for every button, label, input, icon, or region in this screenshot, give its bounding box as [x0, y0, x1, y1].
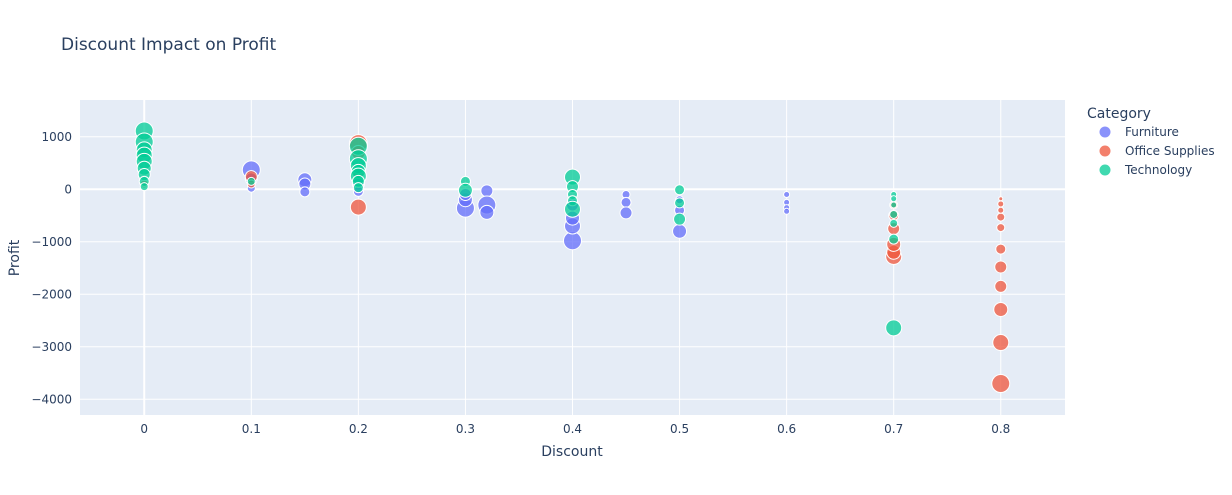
x-axis-title: Discount	[541, 444, 603, 460]
data-point	[619, 206, 633, 220]
data-point	[992, 334, 1010, 352]
data-point	[349, 198, 367, 216]
legend-marker	[1098, 144, 1112, 158]
x-tick-label: 0.4	[563, 422, 582, 436]
y-tick-labels: 1000 0 −1000 −2000 −3000 −4000	[31, 130, 72, 407]
y-tick-label: 0	[64, 182, 72, 196]
data-point	[997, 200, 1005, 208]
data-point	[997, 206, 1005, 214]
x-tick-label: 0.2	[349, 422, 368, 436]
data-point	[889, 209, 899, 219]
y-tick-label: 1000	[41, 130, 72, 144]
data-point	[352, 182, 364, 194]
legend-item-label: Office Supplies	[1125, 144, 1215, 158]
x-tick-label: 0.7	[884, 422, 903, 436]
y-tick-label: −3000	[31, 340, 72, 354]
data-point	[457, 182, 473, 198]
legend: Category Furniture Office Supplies Technol…	[1087, 106, 1215, 177]
data-point	[885, 319, 903, 337]
data-point	[991, 374, 1011, 393]
data-points	[134, 121, 1011, 393]
data-point	[299, 186, 311, 198]
x-tick-label: 0.6	[777, 422, 796, 436]
legend-title: Category	[1087, 106, 1151, 122]
data-point	[996, 212, 1006, 222]
x-tick-labels: 0 0.1 0.2 0.3 0.4 0.5 0.6 0.7 0.8	[140, 422, 1010, 436]
y-tick-label: −1000	[31, 235, 72, 249]
x-tick-label: 0.8	[991, 422, 1010, 436]
data-point	[889, 218, 899, 228]
x-tick-label: 0.3	[456, 422, 475, 436]
data-point	[246, 176, 256, 186]
data-point	[673, 212, 687, 226]
x-tick-label: 0	[140, 422, 148, 436]
legend-marker	[1098, 125, 1112, 139]
legend-item-label: Furniture	[1125, 125, 1179, 139]
data-point	[998, 196, 1004, 202]
series-technology	[134, 121, 903, 337]
data-point	[139, 182, 149, 192]
data-point	[783, 191, 791, 198]
x-tick-label: 0.5	[670, 422, 689, 436]
data-point	[564, 200, 581, 218]
data-point	[888, 233, 900, 245]
x-tick-label: 0.1	[242, 422, 261, 436]
data-point	[620, 196, 632, 208]
data-point	[672, 223, 688, 239]
y-tick-label: −2000	[31, 287, 72, 301]
data-point	[996, 223, 1006, 233]
y-tick-label: −4000	[31, 392, 72, 406]
chart-title: Discount Impact on Profit	[61, 35, 276, 55]
legend-item-label: Technology	[1124, 163, 1192, 177]
data-point	[994, 260, 1008, 274]
data-point	[480, 184, 494, 198]
data-point	[994, 279, 1008, 293]
data-point	[674, 184, 686, 196]
data-point	[674, 197, 686, 209]
data-point	[993, 301, 1009, 317]
data-point	[995, 243, 1007, 255]
data-point	[479, 204, 495, 220]
y-axis-title: Profit	[7, 239, 23, 276]
legend-marker	[1098, 163, 1112, 177]
data-point	[890, 201, 898, 209]
data-point	[783, 207, 791, 215]
data-point	[890, 195, 898, 203]
